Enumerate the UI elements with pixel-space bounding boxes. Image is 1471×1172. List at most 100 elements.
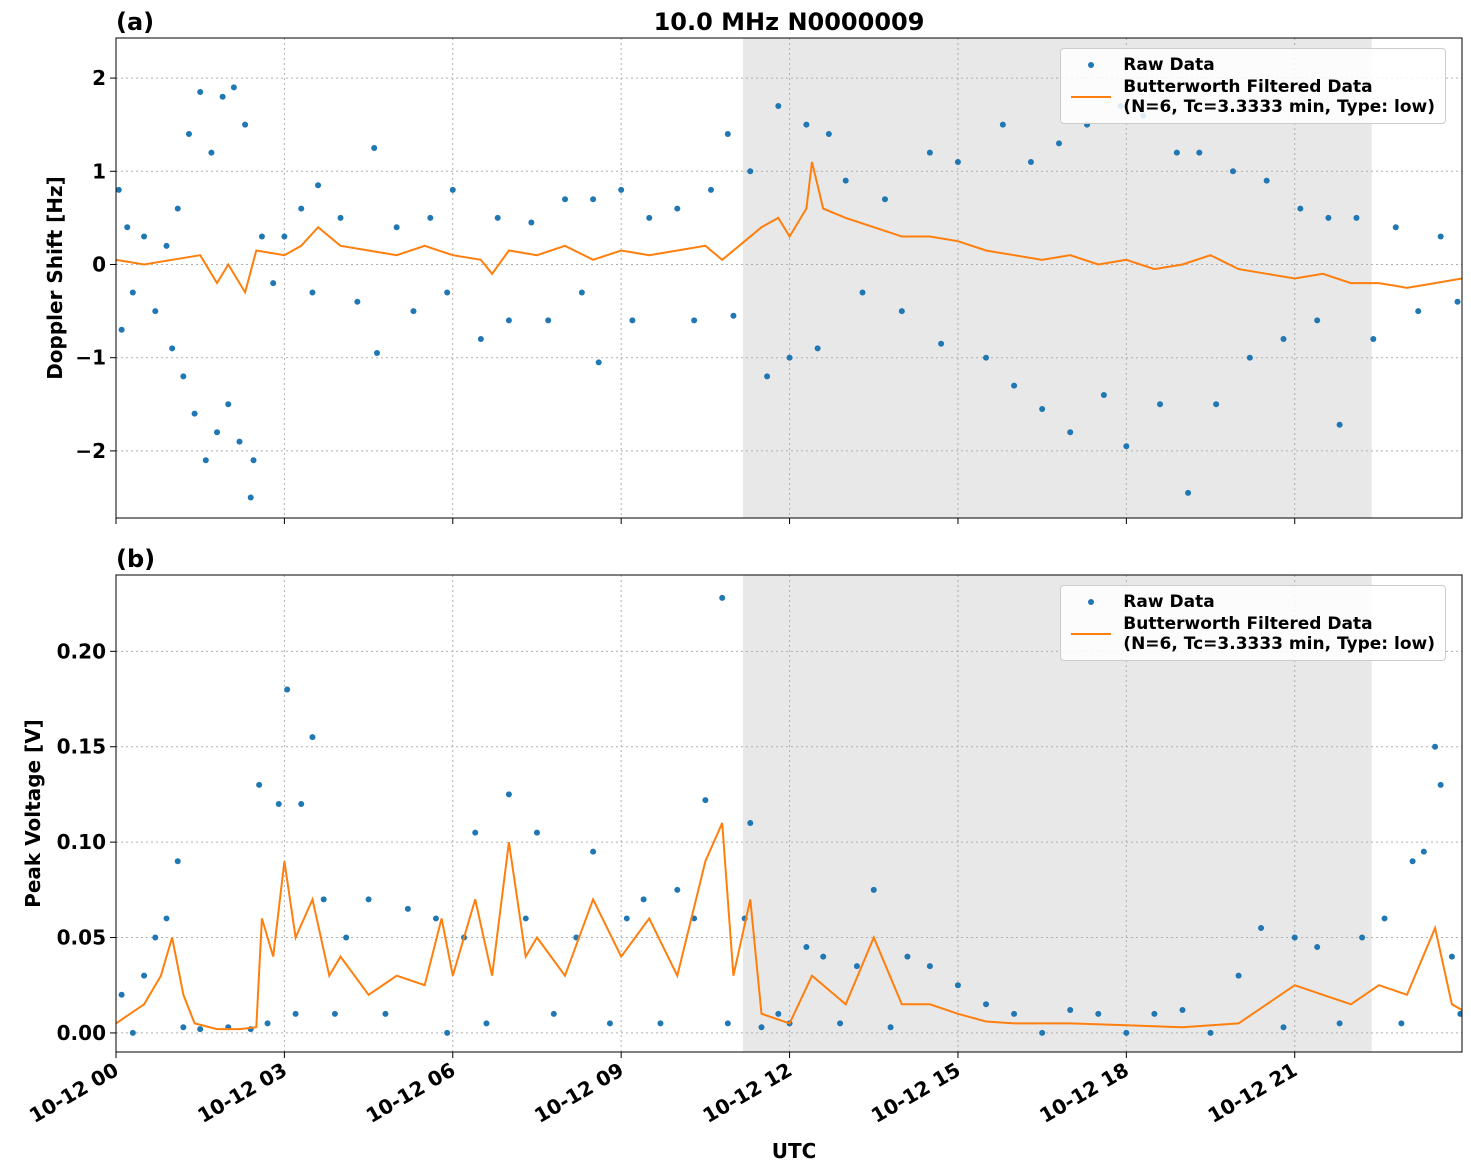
raw-point bbox=[1409, 858, 1416, 865]
raw-point bbox=[236, 438, 243, 445]
raw-point bbox=[1055, 140, 1062, 147]
x-tick-label: 10-12 18 bbox=[1035, 1058, 1133, 1128]
raw-point bbox=[898, 308, 905, 315]
raw-point bbox=[219, 93, 226, 100]
raw-point bbox=[590, 848, 597, 855]
legend-key bbox=[1071, 77, 1112, 98]
raw-point bbox=[674, 886, 681, 893]
raw-point bbox=[1336, 1020, 1343, 1027]
raw-point bbox=[180, 373, 187, 380]
raw-point bbox=[343, 934, 350, 941]
raw-point bbox=[1123, 443, 1130, 450]
raw-point bbox=[258, 233, 265, 240]
raw-point bbox=[1039, 1029, 1046, 1036]
raw-point bbox=[1457, 1010, 1462, 1017]
y-axis-label: Doppler Shift [Hz] bbox=[43, 176, 67, 380]
raw-point bbox=[1213, 401, 1220, 408]
raw-point bbox=[1432, 743, 1439, 750]
raw-point bbox=[197, 89, 204, 96]
raw-point bbox=[1325, 214, 1332, 221]
raw-point bbox=[472, 829, 479, 836]
y-tick-label: 0.00 bbox=[57, 1021, 106, 1045]
raw-point bbox=[719, 594, 726, 601]
panel-label: (a) bbox=[116, 8, 154, 36]
raw-point bbox=[298, 205, 305, 212]
y-tick-label: 0 bbox=[92, 252, 106, 276]
raw-point bbox=[691, 317, 698, 324]
raw-point bbox=[870, 886, 877, 893]
x-tick-label: 10-12 21 bbox=[1204, 1058, 1302, 1128]
raw-point bbox=[1437, 781, 1444, 788]
y-tick-label: 0.15 bbox=[57, 735, 106, 759]
raw-point bbox=[118, 326, 125, 333]
raw-point bbox=[764, 373, 771, 380]
raw-point bbox=[606, 1020, 613, 1027]
raw-point bbox=[724, 1020, 731, 1027]
raw-point bbox=[707, 186, 714, 193]
raw-point bbox=[320, 896, 327, 903]
raw-point bbox=[1280, 336, 1287, 343]
raw-point bbox=[747, 168, 754, 175]
raw-point bbox=[264, 1020, 271, 1027]
raw-point bbox=[1420, 848, 1427, 855]
y-tick-label: 2 bbox=[92, 66, 106, 90]
raw-point bbox=[814, 345, 821, 352]
raw-point bbox=[590, 196, 597, 203]
raw-point bbox=[298, 800, 305, 807]
raw-point bbox=[646, 214, 653, 221]
raw-point bbox=[1454, 298, 1461, 305]
raw-point bbox=[1258, 924, 1265, 931]
raw-point bbox=[954, 982, 961, 989]
raw-point bbox=[1011, 382, 1018, 389]
chart-title: 10.0 MHz N0000009 bbox=[654, 8, 925, 36]
raw-point bbox=[292, 1010, 299, 1017]
raw-point bbox=[208, 149, 215, 156]
raw-point bbox=[1185, 489, 1192, 496]
legend-label: Butterworth Filtered Data (N=6, Tc=3.333… bbox=[1123, 77, 1435, 117]
raw-point bbox=[1157, 401, 1164, 408]
raw-point bbox=[116, 186, 122, 193]
raw-point bbox=[256, 781, 263, 788]
raw-point bbox=[365, 896, 372, 903]
raw-point bbox=[477, 336, 484, 343]
raw-point bbox=[983, 1001, 990, 1008]
legend-label: Raw Data bbox=[1123, 55, 1215, 75]
raw-point bbox=[887, 1024, 894, 1031]
raw-point bbox=[1398, 1020, 1405, 1027]
raw-point bbox=[775, 1010, 782, 1017]
raw-point bbox=[1229, 168, 1236, 175]
raw-point bbox=[354, 298, 361, 305]
raw-point bbox=[578, 289, 585, 296]
raw-point bbox=[758, 1024, 765, 1031]
raw-point bbox=[657, 1020, 664, 1027]
raw-point bbox=[174, 858, 181, 865]
raw-point bbox=[629, 317, 636, 324]
raw-point bbox=[118, 991, 125, 998]
raw-point bbox=[230, 84, 237, 91]
x-axis-label: UTC bbox=[772, 1139, 817, 1163]
raw-point bbox=[270, 280, 277, 287]
y-tick-label: 0.10 bbox=[57, 830, 106, 854]
raw-point bbox=[1353, 214, 1360, 221]
raw-point bbox=[1067, 1007, 1074, 1014]
raw-point bbox=[825, 131, 832, 137]
raw-point bbox=[803, 121, 810, 128]
raw-point bbox=[124, 224, 131, 231]
raw-point bbox=[938, 340, 945, 347]
legend-label: Butterworth Filtered Data (N=6, Tc=3.333… bbox=[1123, 614, 1435, 654]
raw-point bbox=[730, 312, 737, 319]
raw-point bbox=[152, 934, 159, 941]
raw-point bbox=[1448, 953, 1455, 960]
filtered-line bbox=[116, 822, 1462, 1031]
legend: Raw Data Butterworth Filtered Data (N=6, … bbox=[1060, 585, 1446, 661]
raw-point bbox=[393, 224, 400, 231]
raw-point bbox=[702, 797, 709, 804]
raw-point bbox=[410, 308, 417, 315]
raw-point bbox=[1011, 1010, 1018, 1017]
raw-point bbox=[404, 905, 411, 912]
raw-point bbox=[275, 800, 282, 807]
legend-label: Raw Data bbox=[1123, 592, 1215, 612]
raw-point bbox=[174, 205, 181, 212]
raw-point bbox=[432, 915, 439, 922]
